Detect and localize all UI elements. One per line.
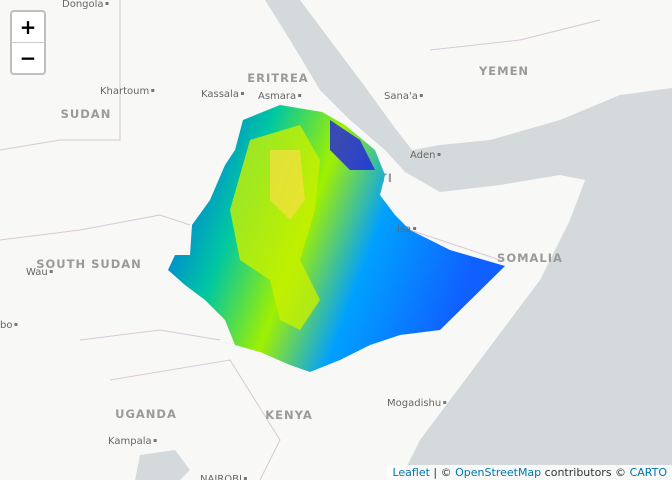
city-dot — [419, 94, 423, 97]
city-label: Sana'a — [384, 91, 418, 102]
city-label: isa — [397, 224, 411, 235]
country-label: SOUTH SUDAN — [36, 257, 142, 271]
zoom-control: + − — [10, 10, 46, 75]
city-dot — [240, 92, 244, 95]
sea — [265, 0, 672, 480]
city-dot — [49, 270, 53, 273]
carto-link[interactable]: CARTO — [629, 466, 667, 479]
separator: | — [433, 466, 438, 479]
copyright: © — [440, 466, 452, 479]
contributors: contributors © — [544, 466, 627, 479]
city-dot — [151, 89, 155, 92]
city-dot — [443, 401, 447, 404]
city-label: Wau — [26, 267, 48, 278]
city-label: Mogadishu — [387, 398, 441, 409]
city-dot — [14, 323, 18, 326]
city-label: Asmara — [258, 91, 296, 102]
country-label: SOMALIA — [497, 251, 563, 265]
osm-link[interactable]: OpenStreetMap — [455, 466, 542, 479]
city-dot — [105, 2, 109, 5]
city-dot — [243, 477, 247, 480]
zoom-out[interactable]: − — [19, 46, 37, 70]
city-label: Khartoum — [100, 86, 149, 97]
city-label: Kampala — [108, 436, 152, 447]
city-dot — [298, 94, 302, 97]
city-label: NAIROBI — [200, 474, 242, 480]
city-dot — [437, 153, 441, 156]
attribution: Leaflet | © OpenStreetMap contributors ©… — [387, 465, 672, 480]
country-label: ERITREA — [247, 71, 308, 85]
city-dot — [413, 227, 417, 230]
country-label: KENYA — [265, 408, 313, 422]
raster-lowland — [330, 120, 375, 170]
city-label: bo — [0, 320, 12, 331]
country-label: YEMEN — [478, 64, 529, 78]
city-label: Aden — [410, 150, 436, 161]
lake — [135, 450, 190, 480]
country-label: UGANDA — [115, 407, 177, 421]
city-label: Dongola — [62, 0, 104, 10]
zoom-in[interactable]: + — [12, 12, 44, 43]
leaflet-link[interactable]: Leaflet — [392, 466, 430, 479]
raster-peaks — [270, 150, 305, 220]
country-label: SUDAN — [61, 107, 112, 121]
city-labels: Dongola Khartoum Kassala Asmara Sana'a A… — [0, 0, 447, 480]
borders — [0, 0, 601, 480]
city-label: Kassala — [201, 89, 239, 100]
city-dot — [153, 439, 157, 442]
